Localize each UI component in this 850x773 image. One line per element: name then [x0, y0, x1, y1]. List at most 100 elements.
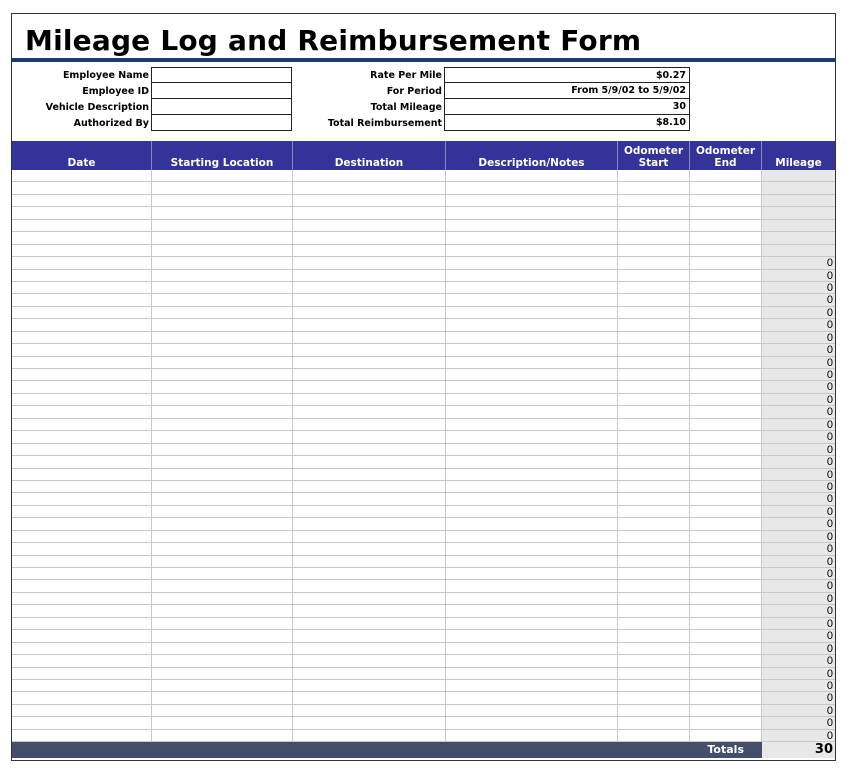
- table-cell[interactable]: [446, 468, 618, 481]
- table-cell[interactable]: [12, 592, 152, 606]
- table-cell[interactable]: [618, 456, 690, 469]
- table-cell[interactable]: [293, 493, 446, 506]
- table-cell[interactable]: [152, 406, 293, 419]
- table-cell[interactable]: [152, 630, 293, 643]
- table-cell[interactable]: [12, 555, 152, 568]
- table-cell[interactable]: [446, 431, 618, 444]
- table-cell[interactable]: [690, 505, 762, 519]
- table-cell[interactable]: [293, 617, 446, 631]
- table-cell[interactable]: [618, 418, 690, 432]
- table-cell[interactable]: [12, 704, 152, 718]
- table-cell[interactable]: [293, 381, 446, 394]
- table-cell[interactable]: [618, 717, 690, 730]
- table-cell[interactable]: [293, 480, 446, 494]
- table-cell[interactable]: [293, 443, 446, 457]
- table-cell[interactable]: [690, 692, 762, 705]
- table-cell[interactable]: [152, 642, 293, 656]
- table-cell[interactable]: [12, 543, 152, 556]
- table-cell[interactable]: [690, 456, 762, 469]
- table-cell[interactable]: [690, 431, 762, 444]
- table-cell[interactable]: [12, 194, 152, 208]
- table-cell[interactable]: [293, 655, 446, 668]
- table-cell[interactable]: [293, 294, 446, 307]
- table-cell[interactable]: [690, 356, 762, 369]
- table-cell[interactable]: [690, 294, 762, 307]
- field-input[interactable]: 30: [444, 99, 690, 115]
- table-cell[interactable]: [12, 431, 152, 444]
- table-cell[interactable]: [690, 207, 762, 220]
- table-cell[interactable]: [690, 679, 762, 693]
- table-cell[interactable]: [446, 667, 618, 680]
- table-cell[interactable]: [12, 182, 152, 195]
- table-cell[interactable]: [12, 207, 152, 220]
- table-cell[interactable]: [152, 568, 293, 581]
- table-cell[interactable]: [446, 182, 618, 195]
- table-cell[interactable]: [293, 704, 446, 718]
- table-cell[interactable]: [12, 729, 152, 743]
- table-cell[interactable]: [152, 393, 293, 407]
- table-cell[interactable]: [446, 605, 618, 618]
- table-cell[interactable]: [446, 393, 618, 407]
- table-cell[interactable]: [152, 331, 293, 345]
- table-cell[interactable]: [618, 617, 690, 631]
- table-cell[interactable]: [293, 418, 446, 432]
- table-cell[interactable]: [293, 605, 446, 618]
- table-cell[interactable]: [152, 369, 293, 382]
- table-cell[interactable]: [618, 704, 690, 718]
- table-cell[interactable]: [618, 207, 690, 220]
- table-cell[interactable]: [446, 704, 618, 718]
- table-cell[interactable]: [690, 555, 762, 568]
- table-cell[interactable]: [690, 443, 762, 457]
- table-cell[interactable]: [446, 580, 618, 593]
- table-cell[interactable]: [446, 555, 618, 568]
- table-cell[interactable]: [618, 505, 690, 519]
- table-cell[interactable]: [152, 493, 293, 506]
- field-input[interactable]: $0.27: [444, 67, 690, 83]
- table-cell[interactable]: [618, 518, 690, 531]
- table-cell[interactable]: [12, 170, 152, 183]
- field-input[interactable]: From 5/9/02 to 5/9/02: [444, 83, 690, 99]
- table-cell[interactable]: [293, 369, 446, 382]
- table-cell[interactable]: [446, 543, 618, 556]
- table-cell[interactable]: [12, 356, 152, 369]
- table-cell[interactable]: [446, 692, 618, 705]
- table-cell[interactable]: [12, 232, 152, 245]
- table-cell[interactable]: [446, 294, 618, 307]
- table-cell[interactable]: [446, 717, 618, 730]
- table-cell[interactable]: [152, 655, 293, 668]
- table-cell[interactable]: [690, 580, 762, 593]
- table-cell[interactable]: [618, 194, 690, 208]
- table-cell[interactable]: [690, 219, 762, 233]
- table-cell[interactable]: [446, 281, 618, 295]
- table-cell[interactable]: [618, 406, 690, 419]
- table-cell[interactable]: [12, 468, 152, 481]
- table-cell[interactable]: [446, 344, 618, 357]
- table-cell[interactable]: [12, 679, 152, 693]
- table-cell[interactable]: [446, 443, 618, 457]
- table-cell[interactable]: [293, 281, 446, 295]
- table-cell[interactable]: [690, 617, 762, 631]
- table-cell[interactable]: [12, 281, 152, 295]
- table-cell[interactable]: [618, 431, 690, 444]
- table-cell[interactable]: [293, 568, 446, 581]
- table-cell[interactable]: [446, 518, 618, 531]
- table-cell[interactable]: [152, 530, 293, 544]
- table-cell[interactable]: [293, 319, 446, 332]
- table-cell[interactable]: [152, 381, 293, 394]
- table-cell[interactable]: [12, 393, 152, 407]
- table-cell[interactable]: [618, 381, 690, 394]
- table-cell[interactable]: [293, 431, 446, 444]
- table-cell[interactable]: [12, 530, 152, 544]
- table-cell[interactable]: [446, 381, 618, 394]
- table-cell[interactable]: [152, 443, 293, 457]
- table-cell[interactable]: [293, 344, 446, 357]
- table-cell[interactable]: [618, 170, 690, 183]
- field-input[interactable]: [151, 67, 292, 83]
- table-cell[interactable]: [152, 306, 293, 320]
- table-cell[interactable]: [446, 356, 618, 369]
- table-cell[interactable]: [12, 306, 152, 320]
- table-cell[interactable]: [12, 344, 152, 357]
- table-cell[interactable]: [446, 306, 618, 320]
- table-cell[interactable]: [690, 630, 762, 643]
- table-cell[interactable]: [293, 543, 446, 556]
